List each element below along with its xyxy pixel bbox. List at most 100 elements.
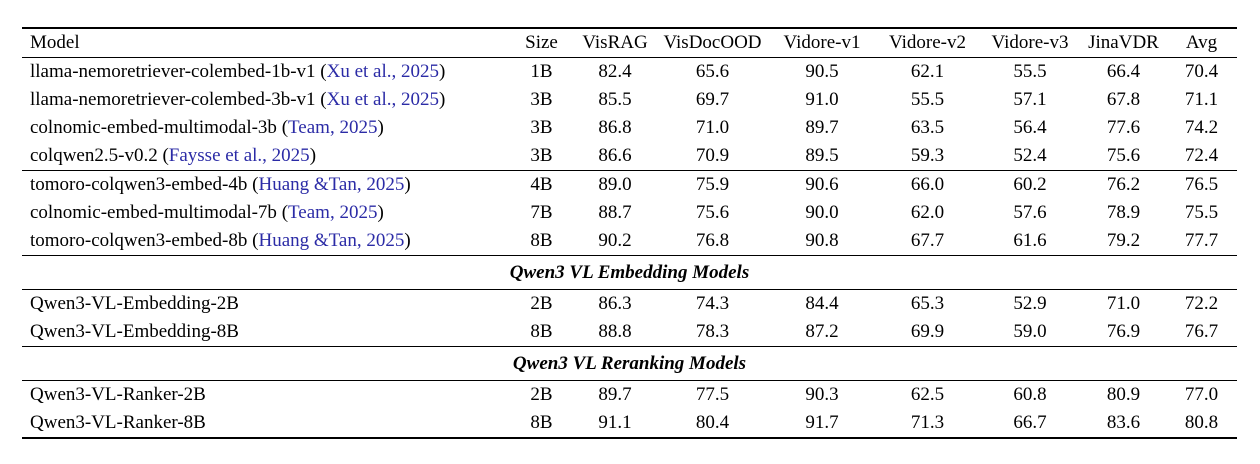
model-name: tomoro-colqwen3-embed-8b (30, 230, 248, 251)
model-cell: Qwen3-VL-Embedding-8B (22, 318, 510, 347)
citation-link[interactable]: Huang &Tan, 2025 (258, 230, 405, 251)
value-cell: 65.6 (695, 61, 730, 82)
model-cell: tomoro-colqwen3-embed-4b (Huang &Tan, 20… (22, 170, 510, 199)
citation-link[interactable]: Xu et al., 2025 (326, 61, 440, 82)
table-row: llama-nemoretriever-colembed-1b-v1 (Xu e… (22, 58, 1237, 87)
value-cell: 65.3 (910, 293, 945, 314)
value-cell: 75.9 (657, 170, 768, 199)
value-cell: 75.6 (1106, 145, 1141, 166)
value-cell: 56.4 (1013, 117, 1047, 138)
value-cell: 90.3 (805, 384, 839, 405)
value-cell: 89.7 (598, 384, 632, 405)
column-header-jinavdr: JinaVDR (1081, 28, 1166, 58)
value-cell: 88.8 (598, 321, 632, 342)
value-cell: 89.7 (805, 117, 839, 138)
value-cell: 91.7 (768, 409, 876, 439)
value-cell: 57.6 (1013, 202, 1047, 223)
value-cell: 85.5 (598, 89, 632, 110)
size-cell: 1B (530, 61, 553, 82)
value-cell: 62.5 (910, 384, 945, 405)
citation-wrap: (Faysse et al., 2025) (157, 145, 317, 166)
column-header-size: Size (510, 28, 573, 58)
value-cell: 78.3 (695, 321, 730, 342)
value-cell: 86.8 (598, 117, 632, 138)
citation-link[interactable]: Team, 2025 (288, 202, 378, 223)
model-cell: llama-nemoretriever-colembed-3b-v1 (Xu e… (22, 86, 510, 114)
value-cell: 52.9 (1013, 293, 1047, 314)
model-name: tomoro-colqwen3-embed-4b (30, 174, 248, 195)
value-cell: 91.1 (573, 409, 657, 439)
value-cell: 91.0 (805, 89, 839, 110)
value-cell: 80.4 (657, 409, 768, 439)
size-cell: 3B (530, 145, 553, 166)
value-cell: 77.5 (695, 384, 730, 405)
size-cell: 7B (530, 202, 553, 223)
value-cell: 75.5 (1184, 202, 1219, 223)
citation-link[interactable]: Team, 2025 (288, 117, 378, 138)
value-cell: 90.6 (768, 170, 876, 199)
value-cell: 82.4 (598, 61, 632, 82)
value-cell: 86.6 (598, 145, 632, 166)
table-body: llama-nemoretriever-colembed-1b-v1 (Xu e… (22, 58, 1237, 439)
model-cell: llama-nemoretriever-colembed-1b-v1 (Xu e… (22, 58, 510, 87)
value-cell: 80.9 (1106, 384, 1141, 405)
value-cell: 63.5 (910, 117, 945, 138)
value-cell: 89.0 (573, 170, 657, 199)
value-cell: 59.3 (910, 145, 945, 166)
size-cell: 8B (530, 321, 553, 342)
value-cell: 66.4 (1106, 61, 1141, 82)
value-cell: 57.1 (1013, 89, 1047, 110)
table-row: llama-nemoretriever-colembed-3b-v1 (Xu e… (22, 86, 1237, 114)
value-cell: 71.3 (876, 409, 979, 439)
table-row: colnomic-embed-multimodal-3b (Team, 2025… (22, 114, 1237, 142)
table-row: Qwen3-VL-Embedding-2B 2B 86.3 74.3 84.4 … (22, 290, 1237, 319)
citation-wrap: (Huang &Tan, 2025) (247, 174, 411, 195)
citation-wrap: (Team, 2025) (276, 202, 384, 223)
table-row: Qwen3-VL-Embedding-8B 8B 88.8 78.3 87.2 … (22, 318, 1237, 347)
value-cell: 71.0 (695, 117, 730, 138)
citation-link[interactable]: Huang &Tan, 2025 (258, 174, 405, 195)
value-cell: 74.2 (1184, 117, 1219, 138)
size-cell: 8B (530, 230, 553, 251)
column-header-visdocood: VisDocOOD (657, 28, 768, 58)
model-cell: Qwen3-VL-Embedding-2B (22, 290, 510, 319)
value-cell: 75.6 (695, 202, 730, 223)
citation-link[interactable]: Faysse et al., 2025 (168, 145, 310, 166)
table-row: Qwen3-VL-Ranker-8B 8B 91.1 80.4 91.7 71.… (22, 409, 1237, 439)
value-cell: 77.0 (1184, 384, 1219, 405)
value-cell: 62.1 (910, 61, 945, 82)
model-name: colnomic-embed-multimodal-7b (30, 202, 277, 223)
value-cell: 76.9 (1106, 321, 1141, 342)
value-cell: 90.8 (805, 230, 839, 251)
value-cell: 76.2 (1081, 170, 1166, 199)
value-cell: 55.5 (910, 89, 945, 110)
value-cell: 79.2 (1106, 230, 1141, 251)
value-cell: 70.4 (1184, 61, 1219, 82)
table-header: Model Size VisRAG VisDocOOD Vidore-v1 Vi… (22, 28, 1237, 58)
value-cell: 76.8 (695, 230, 730, 251)
citation-wrap: (Huang &Tan, 2025) (247, 230, 411, 251)
value-cell: 60.8 (1013, 384, 1047, 405)
section-header-row: Qwen3 VL Reranking Models (22, 346, 1237, 381)
size-cell: 2B (530, 293, 553, 314)
value-cell: 90.0 (805, 202, 839, 223)
value-cell: 67.8 (1106, 89, 1141, 110)
model-cell: Qwen3-VL-Ranker-8B (22, 409, 510, 439)
column-header-vidore-v1: Vidore-v1 (768, 28, 876, 58)
model-name: llama-nemoretriever-colembed-3b-v1 (30, 89, 316, 110)
header-row: Model Size VisRAG VisDocOOD Vidore-v1 Vi… (22, 28, 1237, 58)
column-header-model: Model (22, 28, 510, 58)
table-row: colnomic-embed-multimodal-7b (Team, 2025… (22, 199, 1237, 227)
model-name: Qwen3-VL-Embedding-8B (30, 321, 239, 342)
model-name: colqwen2.5-v0.2 (30, 145, 158, 166)
model-cell: colqwen2.5-v0.2 (Faysse et al., 2025) (22, 142, 510, 171)
citation-link[interactable]: Xu et al., 2025 (326, 89, 440, 110)
column-header-vidore-v2: Vidore-v2 (876, 28, 979, 58)
value-cell: 74.3 (695, 293, 730, 314)
model-cell: colnomic-embed-multimodal-3b (Team, 2025… (22, 114, 510, 142)
value-cell: 90.2 (598, 230, 632, 251)
section-title: Qwen3 VL Reranking Models (22, 346, 1237, 381)
value-cell: 83.6 (1081, 409, 1166, 439)
model-name: Qwen3-VL-Ranker-8B (30, 412, 206, 433)
